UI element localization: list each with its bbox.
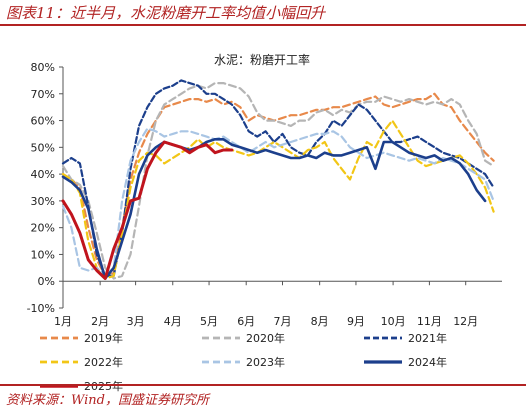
x-tick-label: 4月 [164, 315, 182, 328]
legend-label: 2025年 [84, 379, 123, 393]
title-rule [0, 24, 526, 26]
y-tick-label: 0% [38, 275, 55, 288]
y-tick-label: -10% [27, 302, 55, 315]
series-line-2025年 [61, 140, 234, 280]
x-tick-label: 2月 [91, 315, 109, 328]
chart-legend: 2019年 2020年 2021年 2022年 2023年 2024年 2025年 [40, 331, 447, 393]
source-note: 资料来源：Wind，国盛证券研究所 [6, 393, 209, 408]
y-tick-label: 10% [31, 248, 55, 261]
x-tick-label: 6月 [237, 315, 255, 328]
series-line-2022年 [61, 119, 495, 280]
legend-label: 2019年 [84, 331, 123, 345]
y-tick-label: 50% [31, 141, 55, 154]
x-tick-label: 5月 [200, 315, 218, 328]
y-tick-label: 60% [31, 115, 55, 128]
y-tick-label: 70% [31, 88, 55, 101]
x-tick-label: 8月 [311, 315, 329, 328]
source-rule [0, 384, 526, 386]
x-tick-label: 7月 [274, 315, 292, 328]
y-tick-label: 40% [31, 168, 55, 181]
legend-label: 2024年 [408, 355, 447, 369]
x-tick-label: 12月 [453, 315, 478, 328]
x-tick-label: 10月 [381, 315, 406, 328]
chart-title: 水泥：粉磨开工率 [214, 52, 310, 67]
x-tick-label: 11月 [417, 315, 442, 328]
legend-label: 2022年 [84, 355, 123, 369]
series-line-2023年 [61, 127, 495, 277]
legend-label: 2020年 [246, 331, 285, 345]
series-line-2020年 [61, 81, 495, 280]
chart-axes: -10% 0% 10% 20% 30% 40% 50% 60% 70% 80% 1月 2月 3月 4月 5月… [27, 61, 502, 328]
x-tick-label: 3月 [127, 315, 145, 328]
y-tick-label: 30% [31, 195, 55, 208]
legend-label: 2023年 [246, 355, 285, 369]
legend-label: 2021年 [408, 331, 447, 345]
x-tick-label: 9月 [347, 315, 365, 328]
series-line-2021年 [61, 79, 495, 277]
series-line-2019年 [61, 92, 495, 277]
x-tick-label: 1月 [54, 315, 72, 328]
y-tick-label: 80% [31, 61, 55, 74]
y-tick-label: 20% [31, 222, 55, 235]
chart-series-lines [61, 79, 495, 280]
figure-title: 图表11：近半月，水泥粉磨开工率均值小幅回升 [6, 4, 326, 22]
